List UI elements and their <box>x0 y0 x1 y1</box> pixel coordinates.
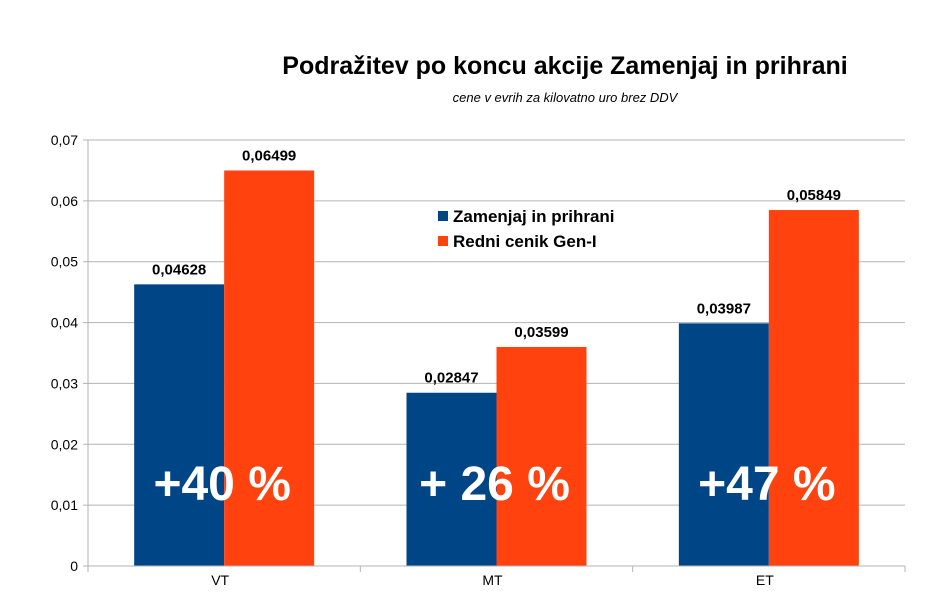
y-tick-label: 0 <box>70 558 78 574</box>
y-tick-label: 0,02 <box>51 436 78 452</box>
bar-VT-zamenjaj <box>134 284 225 566</box>
y-tick-label: 0,06 <box>51 193 78 209</box>
legend-swatch <box>438 236 448 246</box>
legend-label: Redni cenik Gen-I <box>453 232 597 251</box>
x-tick-label: VT <box>211 572 229 588</box>
y-tick-label: 0,05 <box>51 254 78 270</box>
y-tick-label: 0,04 <box>51 315 78 331</box>
data-label: 0,03599 <box>514 324 568 341</box>
bar-ET-redni <box>768 210 859 566</box>
bar-MT-zamenjaj <box>406 392 497 566</box>
y-tick-label: 0,01 <box>51 497 78 513</box>
x-tick-label: ET <box>756 572 774 588</box>
bar-MT-redni <box>496 346 587 566</box>
chart-subtitle: cene v evrih za kilovatno uro brez DDV <box>452 90 678 105</box>
bar-ET-zamenjaj <box>678 323 769 566</box>
chart-title: Podražitev po koncu akcije Zamenjaj in p… <box>282 52 848 80</box>
percent-annotation: +47 % <box>698 458 835 511</box>
y-tick-label: 0,03 <box>51 375 78 391</box>
bar-VT-redni <box>224 170 315 566</box>
percent-annotation: + 26 % <box>419 458 570 511</box>
x-tick-label: MT <box>482 572 503 588</box>
legend-label: Zamenjaj in prihrani <box>453 207 615 226</box>
data-label: 0,05849 <box>787 187 841 204</box>
data-label: 0,03987 <box>697 300 751 317</box>
data-label: 0,06499 <box>242 147 296 164</box>
data-label: 0,02847 <box>424 370 478 387</box>
legend-swatch <box>438 211 448 221</box>
data-label: 0,04628 <box>152 261 206 278</box>
percent-annotation: +40 % <box>153 458 290 511</box>
y-tick-label: 0,07 <box>51 132 78 148</box>
